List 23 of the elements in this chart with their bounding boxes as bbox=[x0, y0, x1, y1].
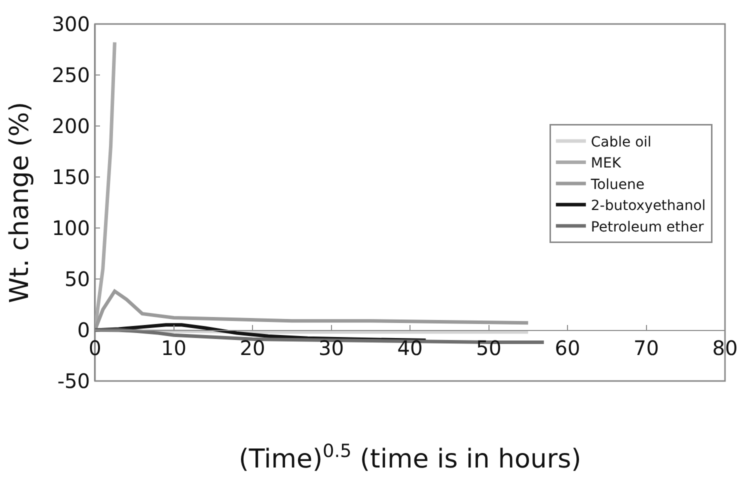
x-axis-title: (Time)$^{0.5}$ (time is in hours) bbox=[238, 440, 582, 475]
y-tick-label: 200 bbox=[52, 114, 90, 138]
y-tick-label: 150 bbox=[52, 165, 90, 189]
y-tick-label: 100 bbox=[52, 216, 90, 240]
y-tick-label: 50 bbox=[64, 267, 90, 291]
y-axis-title: Wt. change (%) bbox=[5, 102, 36, 304]
legend-label: Petroleum ether bbox=[590, 219, 704, 236]
x-tick-label: 10 bbox=[161, 336, 186, 360]
legend-label: Toluene bbox=[590, 176, 645, 193]
x-tick-label: 20 bbox=[240, 336, 266, 360]
legend-label: Cable oil bbox=[590, 134, 652, 151]
y-tick-label: 0 bbox=[77, 318, 90, 342]
x-tick-label: 40 bbox=[397, 336, 423, 360]
x-tick-label: 70 bbox=[634, 336, 659, 360]
y-tick-label: -50 bbox=[57, 369, 90, 393]
y-tick-label: 250 bbox=[52, 63, 90, 87]
x-tick-label: 50 bbox=[476, 336, 502, 360]
x-tick-label: 80 bbox=[712, 336, 738, 360]
legend-label: MEK bbox=[590, 156, 622, 172]
y-tick-label: 300 bbox=[52, 12, 90, 36]
legend-label: 2-butoxyethanol bbox=[590, 198, 706, 214]
x-tick-label: 30 bbox=[318, 336, 344, 360]
x-tick-label: 60 bbox=[554, 336, 580, 360]
